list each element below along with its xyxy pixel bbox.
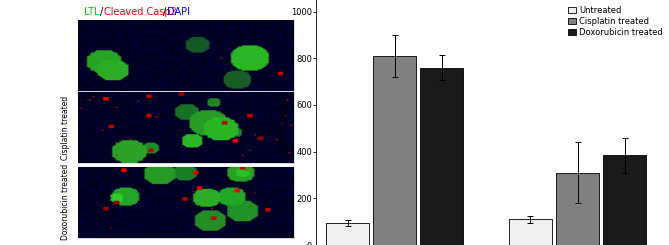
Text: /: / [100,7,104,17]
Bar [420,68,463,245]
Bar [556,173,599,245]
FancyBboxPatch shape [78,167,294,238]
Bar [509,219,552,245]
Y-axis label: KIM-1 (pg/ml): KIM-1 (pg/ml) [279,92,288,153]
Text: LTL: LTL [84,7,100,17]
Bar [373,56,416,245]
Text: Cleaved Casp3: Cleaved Casp3 [104,7,177,17]
Legend: Untreated, Cisplatin treated, Doxorubicin treated: Untreated, Cisplatin treated, Doxorubici… [566,4,665,39]
Bar [603,155,646,245]
FancyBboxPatch shape [78,20,294,91]
Text: DAPI: DAPI [167,7,190,17]
Text: Doxorubicin treated: Doxorubicin treated [62,164,70,240]
Text: /: / [163,7,166,17]
FancyBboxPatch shape [78,92,294,163]
Text: Cisplatin treated: Cisplatin treated [62,95,70,159]
Bar [326,223,369,245]
